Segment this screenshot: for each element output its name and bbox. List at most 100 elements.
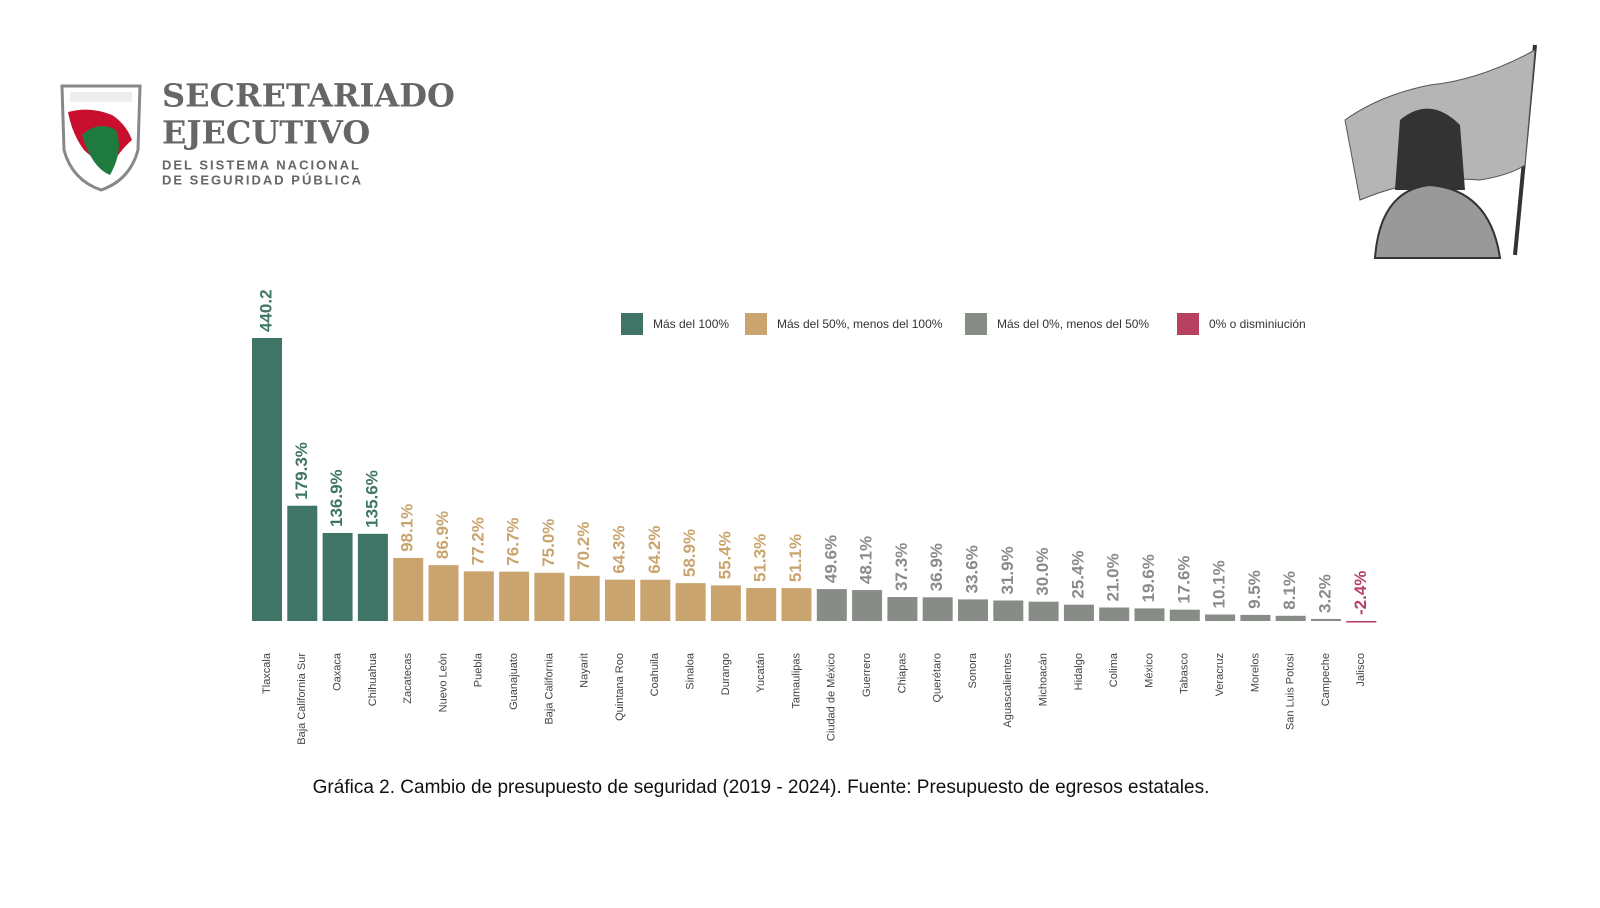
- bar: [922, 597, 953, 621]
- value-label: 17.6%: [1174, 555, 1193, 603]
- category-label: Guanajuato: [508, 653, 520, 710]
- category-label: Colima: [1108, 652, 1120, 687]
- value-label: 9.5%: [1245, 570, 1264, 609]
- bar: [605, 579, 635, 621]
- value-label: -2.4%: [1351, 571, 1370, 615]
- value-label: 8.1%: [1280, 571, 1299, 610]
- category-label: Sinaloa: [685, 652, 697, 690]
- category-label: Chiapas: [896, 653, 908, 694]
- value-label: 33.6%: [962, 545, 981, 593]
- value-label: 48.1%: [857, 536, 876, 584]
- bar: [428, 565, 459, 621]
- value-label: 37.3%: [892, 543, 911, 591]
- bar: [287, 505, 318, 621]
- value-label: 179.3%: [292, 442, 311, 500]
- bar: [569, 575, 600, 621]
- value-label: 21.0%: [1104, 553, 1123, 601]
- value-label: 25.4%: [1068, 550, 1087, 598]
- bar: [710, 585, 741, 621]
- legend-label: Más del 0%, menos del 50%: [997, 317, 1149, 331]
- bar: [1099, 607, 1130, 621]
- category-label: México: [1143, 653, 1155, 688]
- value-label: 440.2: [256, 289, 275, 332]
- bar: [1311, 618, 1341, 621]
- value-label: 64.2%: [645, 526, 664, 574]
- bar: [675, 583, 706, 621]
- value-label: 136.9%: [327, 469, 346, 527]
- bar: [252, 338, 282, 621]
- bar: [958, 599, 988, 621]
- org-name: EJECUTIVO: [162, 114, 370, 152]
- legend-swatch: [745, 313, 767, 335]
- category-label: San Luis Potosí: [1285, 653, 1297, 730]
- category-label: Hidalgo: [1073, 653, 1085, 690]
- bar: [393, 557, 424, 621]
- value-label: 19.6%: [1139, 554, 1158, 602]
- category-label: Puebla: [473, 652, 485, 687]
- value-label: 70.2%: [574, 522, 593, 570]
- legend-label: Más del 100%: [653, 317, 729, 331]
- bar: [852, 590, 883, 621]
- category-label: Nuevo León: [437, 653, 449, 712]
- value-label: 31.9%: [998, 546, 1017, 594]
- legend-swatch: [621, 313, 643, 335]
- legend-swatch: [1177, 313, 1199, 335]
- value-label: 75.0%: [539, 519, 558, 567]
- value-label: 64.3%: [609, 525, 628, 573]
- caption: Gráfica 2. Cambio de presupuesto de segu…: [313, 777, 1210, 798]
- category-label: Querétaro: [932, 653, 944, 703]
- legend-label: 0% o disminiución: [1209, 317, 1306, 331]
- bar: [640, 579, 671, 621]
- value-label: 51.3%: [751, 534, 770, 582]
- category-label: Campeche: [1320, 653, 1332, 706]
- value-label: 3.2%: [1315, 574, 1334, 613]
- value-label: 10.1%: [1210, 560, 1229, 608]
- category-label: Yucatán: [755, 653, 767, 693]
- org-subtitle: DE SEGURIDAD PÚBLICA: [162, 172, 363, 187]
- bar: [1240, 614, 1271, 621]
- value-label: 58.9%: [680, 529, 699, 577]
- value-label: 30.0%: [1033, 548, 1052, 596]
- value-label: 135.6%: [362, 470, 381, 528]
- category-label: Sonora: [967, 652, 979, 688]
- org-name: SECRETARIADO: [162, 77, 455, 115]
- category-label: Zacatecas: [402, 653, 414, 704]
- bar: [1205, 614, 1236, 621]
- bar: [499, 571, 530, 621]
- category-label: Oaxaca: [332, 652, 344, 691]
- bar: [1028, 601, 1059, 621]
- illustration: [1344, 44, 1537, 259]
- value-label: 77.2%: [468, 517, 487, 565]
- legend-label: Más del 50%, menos del 100%: [777, 317, 943, 331]
- category-label: Jalisco: [1355, 653, 1367, 687]
- category-label: Michoacán: [1038, 653, 1050, 706]
- category-label: Tabasco: [1179, 653, 1191, 694]
- category-label: Tlaxcala: [261, 652, 273, 694]
- category-label: Guerrero: [861, 653, 873, 697]
- bar: [1063, 604, 1094, 621]
- category-label: Ciudad de México: [826, 653, 838, 741]
- bar: [993, 600, 1024, 621]
- value-label: 98.1%: [398, 504, 417, 552]
- value-label: 76.7%: [504, 517, 523, 565]
- category-label: Durango: [720, 653, 732, 695]
- value-label: 51.1%: [786, 534, 805, 582]
- category-label: Nayarit: [579, 653, 591, 688]
- bar: [322, 532, 353, 621]
- category-label: Morelos: [1249, 653, 1261, 693]
- category-label: Baja California Sur: [296, 653, 308, 745]
- category-label: Veracruz: [1214, 653, 1226, 696]
- logo-shield: [60, 84, 142, 192]
- bar: [887, 597, 918, 621]
- bar: [1169, 609, 1200, 621]
- category-label: Chihuahua: [367, 652, 379, 706]
- category-label: Aguascalientes: [1002, 653, 1014, 728]
- bar: [1346, 621, 1377, 623]
- bar: [816, 589, 847, 621]
- bar: [781, 588, 812, 621]
- category-label: Tamaulipas: [790, 653, 802, 709]
- value-label: 49.6%: [821, 535, 840, 583]
- bar: [1275, 615, 1306, 621]
- bar: [463, 571, 494, 621]
